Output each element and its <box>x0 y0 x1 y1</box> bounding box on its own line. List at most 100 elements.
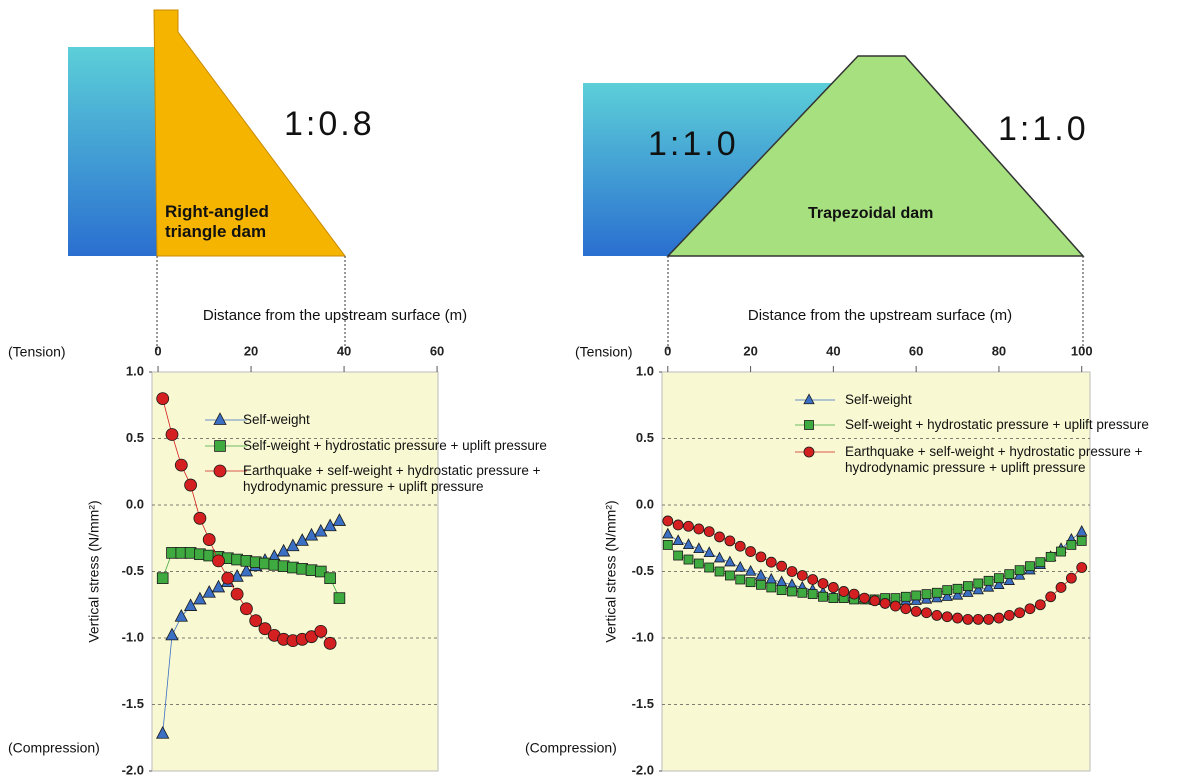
x-tick-label: 0 <box>154 343 161 358</box>
data-point <box>166 429 178 441</box>
data-point <box>818 578 828 588</box>
legend-label: Earthquake + self-weight + hydrostatic p… <box>845 444 1143 475</box>
annotation: 1:0.8 <box>284 105 375 144</box>
data-point <box>203 534 215 546</box>
y-tick-label: -2.0 <box>632 762 654 777</box>
annotation: Trapezoidal dam <box>808 205 933 223</box>
data-point <box>766 557 776 567</box>
water <box>68 47 158 256</box>
data-point <box>922 590 931 599</box>
data-point <box>1035 600 1045 610</box>
data-point <box>880 598 890 608</box>
legend-marker <box>214 465 226 477</box>
data-point <box>1077 536 1086 545</box>
legend-label: Earthquake + self-weight + hydrostatic p… <box>243 463 541 494</box>
y-tick-label: 0.0 <box>636 496 654 511</box>
data-point <box>974 579 983 588</box>
data-point <box>973 614 983 624</box>
data-point <box>185 479 197 491</box>
data-point <box>901 592 910 601</box>
data-point <box>324 637 336 649</box>
data-point <box>911 606 921 616</box>
data-point <box>1046 592 1056 602</box>
data-point <box>1046 552 1055 561</box>
legend-marker <box>804 447 814 457</box>
data-point <box>213 555 225 567</box>
data-point <box>325 573 336 584</box>
tension-label: (Tension) <box>8 344 66 360</box>
data-point <box>663 540 672 549</box>
data-point <box>963 582 972 591</box>
data-point <box>994 613 1004 623</box>
data-point <box>839 586 849 596</box>
data-point <box>1066 573 1076 583</box>
data-point <box>1025 562 1034 571</box>
data-point <box>1057 547 1066 556</box>
data-point <box>694 559 703 568</box>
x-tick-label: 60 <box>430 343 444 358</box>
y-tick-label: -2.0 <box>122 762 144 777</box>
data-point <box>157 393 169 405</box>
data-point <box>756 552 766 562</box>
y-tick-label: -1.5 <box>632 696 654 711</box>
y-axis-label: Vertical stress (N/mm²) <box>603 500 619 642</box>
guides <box>157 256 1083 350</box>
data-point <box>1004 610 1014 620</box>
data-point <box>984 576 993 585</box>
data-point <box>334 593 345 604</box>
data-point <box>175 459 187 471</box>
data-point <box>828 582 838 592</box>
data-point <box>819 592 828 601</box>
x-tick-label: 20 <box>743 343 757 358</box>
y-tick-label: -0.5 <box>632 563 654 578</box>
legend-label: Self-weight + hydrostatic pressure + upl… <box>845 417 1149 433</box>
annotation: Right-angled triangle dam <box>165 202 269 241</box>
legend-label: Self-weight <box>845 392 912 408</box>
data-point <box>994 574 1003 583</box>
data-point <box>1005 570 1014 579</box>
y-tick-label: -1.5 <box>122 696 144 711</box>
legend-marker <box>805 421 814 430</box>
data-point <box>705 563 714 572</box>
data-point <box>746 578 755 587</box>
data-point <box>1067 540 1076 549</box>
annotation: 1:1.0 <box>648 125 739 164</box>
compression-label: (Compression) <box>525 740 617 756</box>
data-point <box>787 567 797 577</box>
x-axis-label: Distance from the upstream surface (m) <box>748 307 1012 324</box>
legend-label: Self-weight + hydrostatic pressure + upl… <box>243 438 547 454</box>
y-axis-label: Vertical stress (N/mm²) <box>86 500 102 642</box>
data-point <box>849 589 859 599</box>
data-point <box>663 516 673 526</box>
data-point <box>787 587 796 596</box>
data-point <box>715 532 725 542</box>
data-point <box>777 586 786 595</box>
data-point <box>943 586 952 595</box>
data-point <box>704 527 714 537</box>
data-point <box>756 580 765 589</box>
y-tick-label: 1.0 <box>126 363 144 378</box>
data-point <box>1036 558 1045 567</box>
data-point <box>870 596 880 606</box>
data-point <box>231 588 243 600</box>
x-tick-label: 100 <box>1071 343 1093 358</box>
y-tick-label: 0.5 <box>126 430 144 445</box>
data-point <box>797 570 807 580</box>
data-point <box>901 604 911 614</box>
data-point <box>1056 582 1066 592</box>
data-point <box>984 614 994 624</box>
data-point <box>684 555 693 564</box>
x-axis-label: Distance from the upstream surface (m) <box>203 307 467 324</box>
data-point <box>1015 566 1024 575</box>
data-point <box>921 608 931 618</box>
data-point <box>735 541 745 551</box>
x-tick-label: 20 <box>244 343 258 358</box>
x-tick-label: 60 <box>909 343 923 358</box>
data-point <box>890 601 900 611</box>
data-point <box>725 536 735 546</box>
data-point <box>157 573 168 584</box>
data-point <box>932 610 942 620</box>
data-point <box>1025 604 1035 614</box>
data-point <box>963 614 973 624</box>
data-point <box>942 612 952 622</box>
